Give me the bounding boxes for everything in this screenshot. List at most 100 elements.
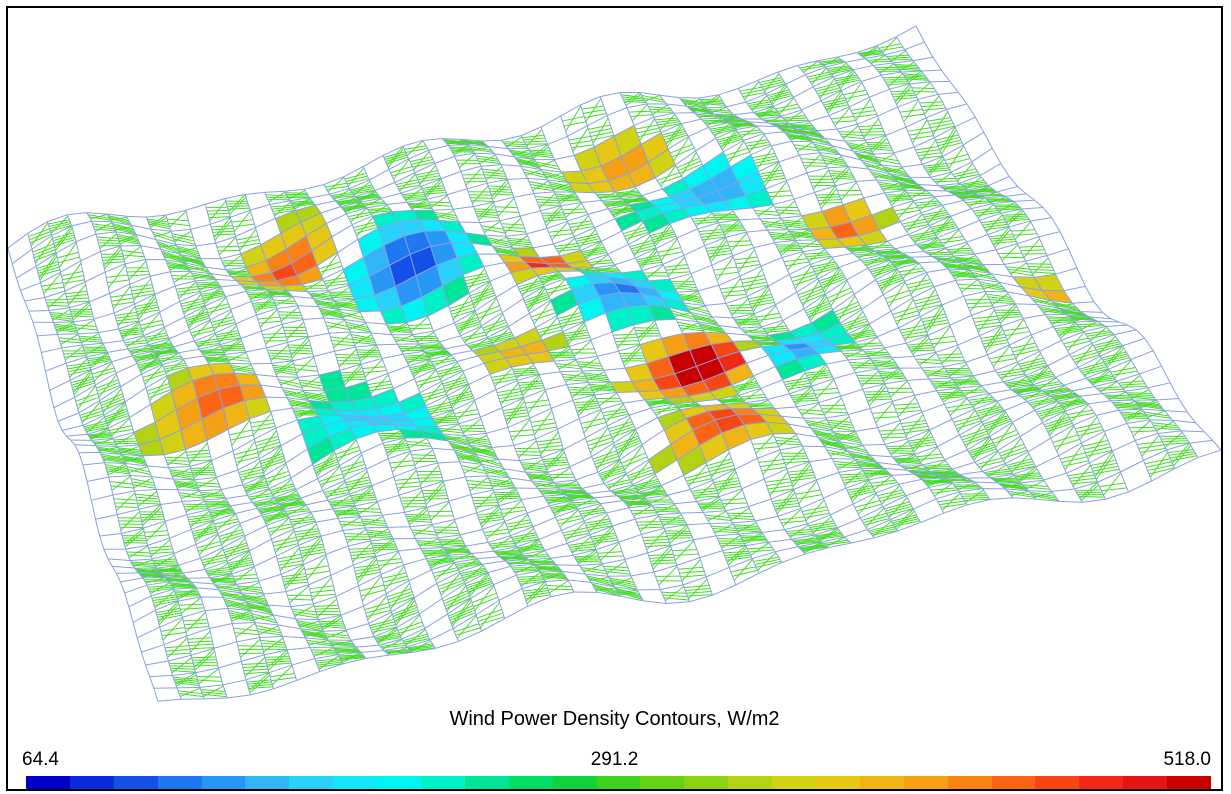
contour-line [84,422,107,429]
contour-line [728,140,745,164]
contour-line [449,609,475,621]
contour-line [394,597,415,624]
contour-line [912,119,928,144]
contour-line [53,323,76,328]
contour-line [957,482,976,491]
contour-line [644,95,660,102]
contour-line [157,242,180,252]
contour-line [405,629,426,646]
contour-line [72,380,95,389]
contour-line [862,45,877,58]
contour-line [814,264,838,273]
contour-line [285,390,304,397]
contour-line [497,487,516,502]
contour-line [497,248,514,254]
contour-line [475,491,495,511]
contour-line [317,598,337,618]
contour-line [584,518,610,524]
contour-line [253,500,277,505]
contour-line [756,212,780,216]
contour-line [548,278,566,298]
contour-line [1140,447,1166,453]
contour-line [557,312,582,319]
contour-line [170,472,194,478]
contour-line [490,542,515,547]
density-cell [345,381,372,402]
contour-line [177,588,198,600]
contour-line [276,495,300,502]
contour-line [122,456,146,463]
density-cell [300,213,327,236]
contour-line [811,261,836,268]
contour-line [922,107,946,111]
contour-line [681,559,701,582]
contour-line [703,224,720,244]
contour-line [259,308,278,328]
contour-line [101,398,125,409]
contour-line [910,273,928,295]
contour-line [491,373,515,378]
contour-line [803,542,823,554]
contour-line [643,272,667,274]
contour-line [871,359,896,364]
density-cell [587,181,615,193]
contour-line [70,376,94,384]
contour-line [605,404,624,423]
contour-line [229,196,247,215]
contour-line [522,465,547,470]
contour-line [164,366,188,372]
contour-line [593,525,614,546]
contour-line [641,94,664,101]
contour-line [675,275,693,291]
contour-line [791,461,810,485]
density-cell [445,230,472,244]
contour-line [315,607,340,610]
contour-line [532,144,549,157]
contour-line [729,244,753,248]
contour-line [625,231,649,240]
contour-line [336,647,357,654]
contour-line [349,213,372,220]
contour-line [794,386,812,404]
contour-line [194,273,212,280]
contour-line [289,402,313,408]
contour-line [1007,460,1034,468]
contour-line [591,254,609,267]
density-cell [768,350,798,367]
contour-line [211,228,234,231]
contour-line [819,185,836,207]
contour-line [923,319,948,326]
contour-line [1147,410,1165,418]
contour-line [266,474,290,483]
contour-line [178,248,200,257]
contour-line [79,407,103,416]
contour-line [177,247,199,255]
contour-line [597,195,620,198]
contour-line [353,487,373,505]
contour-line [969,292,987,312]
contour-line [94,228,116,232]
contour-line [575,233,598,240]
contour-line [783,458,809,461]
contour-line [719,400,744,403]
contour-line [838,131,862,133]
contour-line [948,479,974,482]
contour-line [835,304,860,316]
contour-line [500,382,519,406]
contour-line [148,545,172,549]
contour-line [957,376,975,388]
contour-line [556,484,581,487]
contour-line [1074,317,1091,322]
contour-line [1101,487,1128,492]
contour-line [417,378,441,387]
contour-line [856,503,882,512]
contour-line [387,646,408,655]
contour-line [780,128,803,134]
contour-line [645,275,669,277]
contour-line [194,520,214,541]
contour-line [169,263,187,271]
contour-line [364,516,384,527]
contour-line [404,355,428,359]
contour-line [881,485,900,505]
contour-line [549,580,569,594]
